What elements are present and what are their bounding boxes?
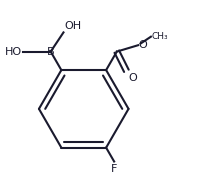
- Text: B: B: [47, 47, 55, 57]
- Text: O: O: [139, 40, 147, 50]
- Text: F: F: [111, 164, 117, 174]
- Text: O: O: [128, 73, 137, 82]
- Text: OH: OH: [64, 21, 82, 31]
- Text: CH₃: CH₃: [152, 32, 168, 40]
- Text: HO: HO: [5, 47, 22, 57]
